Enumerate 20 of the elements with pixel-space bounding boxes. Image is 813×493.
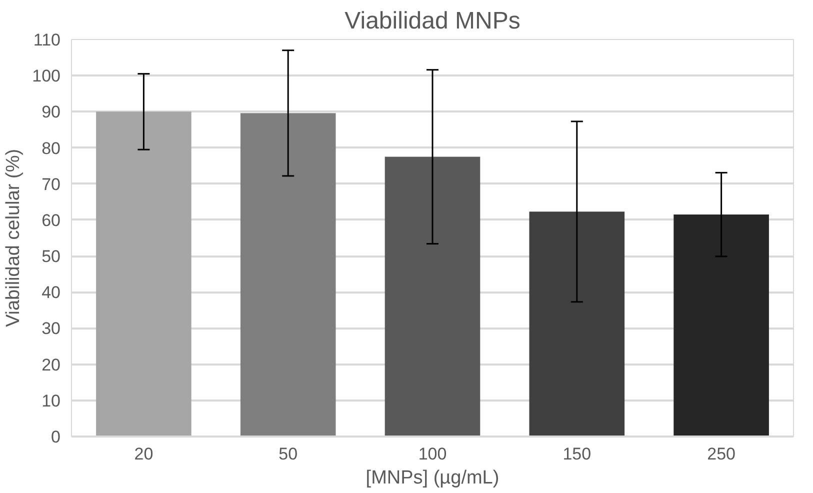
y-tick-label: 50 [42,247,61,266]
chart-title: Viabilidad MNPs [344,8,520,34]
y-tick-label: 70 [42,174,61,194]
y-tick-label: 40 [42,283,61,302]
y-tick-label: 10 [42,391,61,410]
y-tick-label: 90 [42,102,61,122]
x-axis-title: [MNPs] (µg/mL) [366,468,500,488]
x-tick-label: 20 [134,444,154,464]
x-tick-label: 100 [418,444,447,464]
x-tick-label: 50 [278,444,298,464]
y-tick-label: 20 [42,355,61,374]
y-tick-label: 80 [42,138,61,158]
y-tick-label: 30 [42,319,61,338]
y-tick-label: 0 [51,428,61,446]
y-tick-label: 60 [42,210,61,230]
y-tick-label: 110 [33,30,61,50]
x-tick-label: 150 [562,444,592,464]
x-tick-label: 250 [707,444,736,464]
y-axis-title: Viabilidad celular (%) [3,148,24,328]
y-tick-label: 100 [32,66,61,86]
